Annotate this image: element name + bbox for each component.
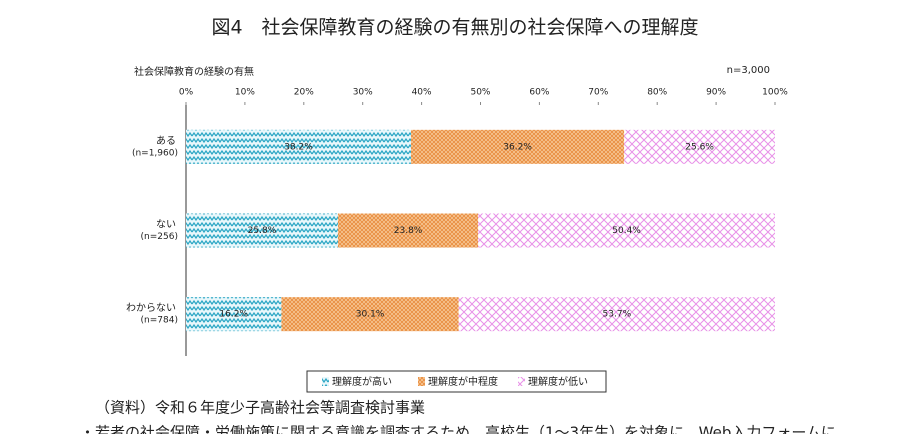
value-label: 38.2% [284,142,313,152]
value-label: 50.4% [612,226,641,236]
chart-title: 図4 社会保障教育の経験の有無別の社会保障への理解度 [211,17,698,39]
bar-segment [186,213,338,248]
bar-segment [337,213,479,248]
value-label: 25.8% [248,226,277,236]
legend-label: 理解度が高い [332,375,392,388]
x-tick-label: 10% [235,88,255,98]
bar-segment [478,213,775,248]
legend-swatch [322,377,329,386]
footer: ・若者の社会保障・労働施策に関する意識を調査するため、高校生（1～3年生）を対象… [80,424,836,434]
x-tick-label: 40% [412,88,432,98]
x-tick-label: 30% [353,88,373,98]
category-label: ない [156,219,176,231]
value-label: 36.2% [503,142,532,152]
legend-label: 理解度が低い [528,375,588,388]
category-label: ある [156,135,176,147]
bar-segment [410,129,625,164]
source: （資料）令和６年度少子高齢社会等調査検討事業 [95,399,425,417]
legend-swatch [518,377,525,386]
value-label: 16.2% [219,310,248,320]
x-tick-label: 60% [529,88,549,98]
value-label: 25.6% [685,142,714,152]
legend-swatch [418,377,425,386]
bar-segment [624,129,775,164]
bar-segment [186,129,411,164]
bar-segment [281,297,459,332]
category-note: (n=1,960) [132,148,178,158]
category-note: (n=256) [141,232,178,242]
x-tick-label: 50% [470,88,490,98]
x-tick-label: 90% [706,88,726,98]
x-tick-label: 80% [647,88,667,98]
category-note: (n=784) [141,316,178,326]
bar-segment [458,297,775,332]
value-label: 23.8% [394,226,423,236]
legend-box [306,370,607,393]
x-tick-label: 0% [179,88,194,98]
x-tick-label: 100% [762,88,788,98]
bar-segment [186,297,282,332]
note: n=3,000 [727,65,770,76]
axis-label: 社会保障教育の経験の有無 [134,65,254,78]
legend-label: 理解度が中程度 [428,375,498,388]
x-tick-label: 70% [588,88,608,98]
category-label: わからない [126,302,176,314]
value-label: 53.7% [603,310,632,320]
value-label: 30.1% [356,310,385,320]
x-tick-label: 20% [294,88,314,98]
